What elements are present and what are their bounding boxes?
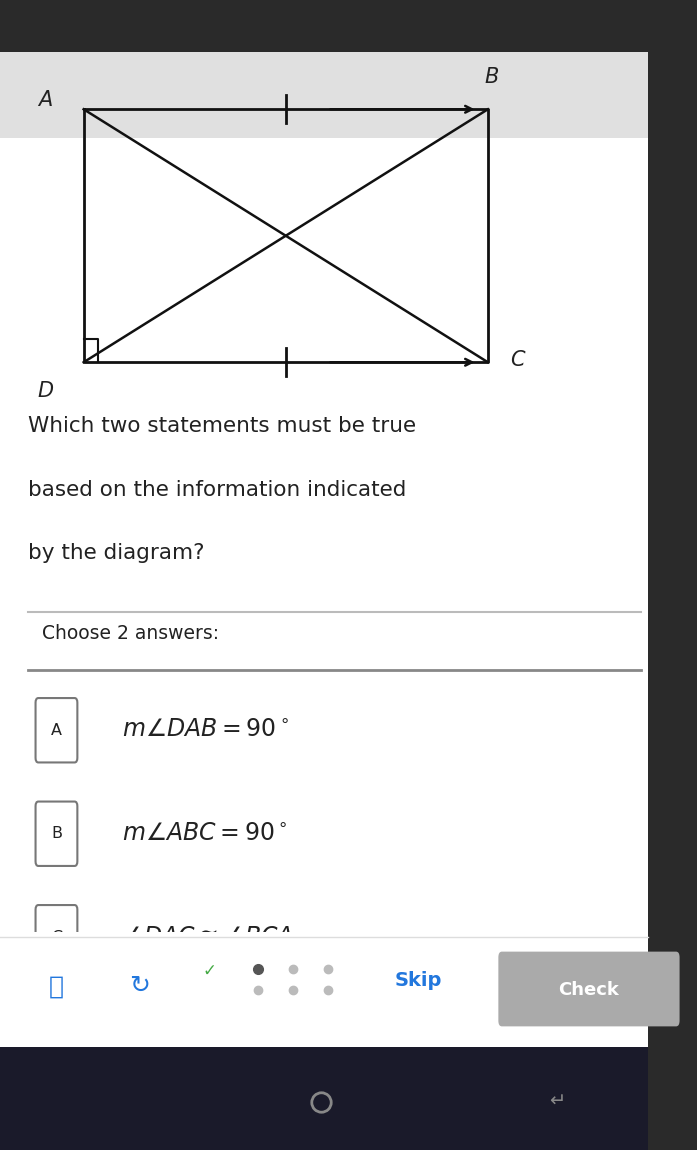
FancyBboxPatch shape bbox=[36, 802, 77, 866]
Text: ✓: ✓ bbox=[202, 963, 216, 980]
Text: C: C bbox=[510, 350, 524, 370]
FancyBboxPatch shape bbox=[36, 905, 77, 969]
Text: C: C bbox=[51, 929, 62, 945]
Text: A: A bbox=[51, 722, 62, 738]
Bar bbox=[648, 0, 697, 1150]
Text: Skip: Skip bbox=[395, 971, 442, 990]
Text: by the diagram?: by the diagram? bbox=[28, 543, 204, 562]
Bar bbox=[0, 52, 648, 138]
Text: ↵: ↵ bbox=[549, 1092, 566, 1111]
Text: $\angle DAC \cong \angle BCA$: $\angle DAC \cong \angle BCA$ bbox=[122, 926, 293, 949]
Text: A: A bbox=[38, 90, 52, 110]
Text: $m\angle DAB = 90^\circ$: $m\angle DAB = 90^\circ$ bbox=[122, 719, 289, 742]
Bar bbox=[0, 0, 697, 52]
Bar bbox=[0, 932, 648, 1046]
FancyBboxPatch shape bbox=[36, 698, 77, 762]
Text: B: B bbox=[484, 67, 498, 87]
Text: D: D bbox=[37, 381, 54, 401]
Bar bbox=[0, 1046, 648, 1150]
Text: Choose 2 answers:: Choose 2 answers: bbox=[42, 624, 219, 644]
Text: ↻: ↻ bbox=[129, 974, 150, 998]
FancyBboxPatch shape bbox=[498, 951, 680, 1026]
Text: Which two statements must be true: Which two statements must be true bbox=[28, 416, 416, 436]
Text: based on the information indicated: based on the information indicated bbox=[28, 480, 406, 499]
Text: $m\angle ABC = 90^\circ$: $m\angle ABC = 90^\circ$ bbox=[122, 822, 287, 845]
Text: Check: Check bbox=[558, 981, 620, 998]
Text: B: B bbox=[51, 826, 62, 842]
Text: Ⓐ: Ⓐ bbox=[48, 974, 63, 998]
